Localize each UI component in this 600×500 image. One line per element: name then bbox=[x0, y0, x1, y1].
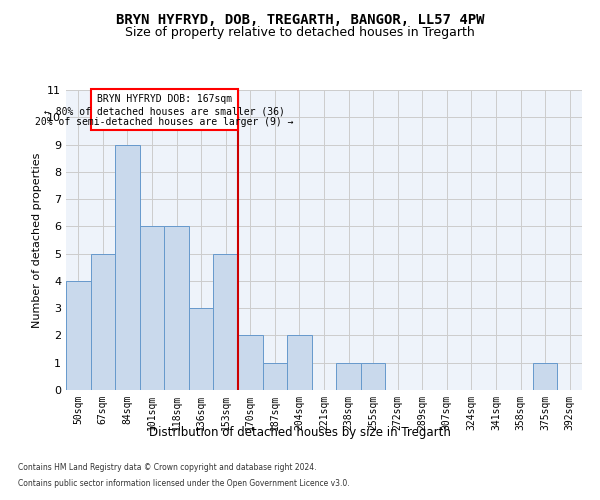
Bar bbox=[140, 226, 164, 390]
Bar bbox=[91, 254, 115, 390]
Bar bbox=[287, 336, 312, 390]
Text: BRYN HYFRYD, DOB, TREGARTH, BANGOR, LL57 4PW: BRYN HYFRYD, DOB, TREGARTH, BANGOR, LL57… bbox=[116, 12, 484, 26]
Bar bbox=[361, 362, 385, 390]
Bar bbox=[189, 308, 214, 390]
Text: ← 80% of detached houses are smaller (36): ← 80% of detached houses are smaller (36… bbox=[44, 106, 285, 116]
Bar bbox=[263, 362, 287, 390]
Text: Distribution of detached houses by size in Tregarth: Distribution of detached houses by size … bbox=[149, 426, 451, 439]
Bar bbox=[164, 226, 189, 390]
Text: Contains public sector information licensed under the Open Government Licence v3: Contains public sector information licen… bbox=[18, 478, 350, 488]
FancyBboxPatch shape bbox=[91, 88, 238, 130]
Text: Contains HM Land Registry data © Crown copyright and database right 2024.: Contains HM Land Registry data © Crown c… bbox=[18, 464, 317, 472]
Bar bbox=[115, 144, 140, 390]
Bar bbox=[66, 281, 91, 390]
Bar bbox=[533, 362, 557, 390]
Bar bbox=[336, 362, 361, 390]
Text: 20% of semi-detached houses are larger (9) →: 20% of semi-detached houses are larger (… bbox=[35, 117, 293, 127]
Bar bbox=[214, 254, 238, 390]
Text: Size of property relative to detached houses in Tregarth: Size of property relative to detached ho… bbox=[125, 26, 475, 39]
Bar bbox=[238, 336, 263, 390]
Y-axis label: Number of detached properties: Number of detached properties bbox=[32, 152, 41, 328]
Text: BRYN HYFRYD DOB: 167sqm: BRYN HYFRYD DOB: 167sqm bbox=[97, 94, 232, 104]
